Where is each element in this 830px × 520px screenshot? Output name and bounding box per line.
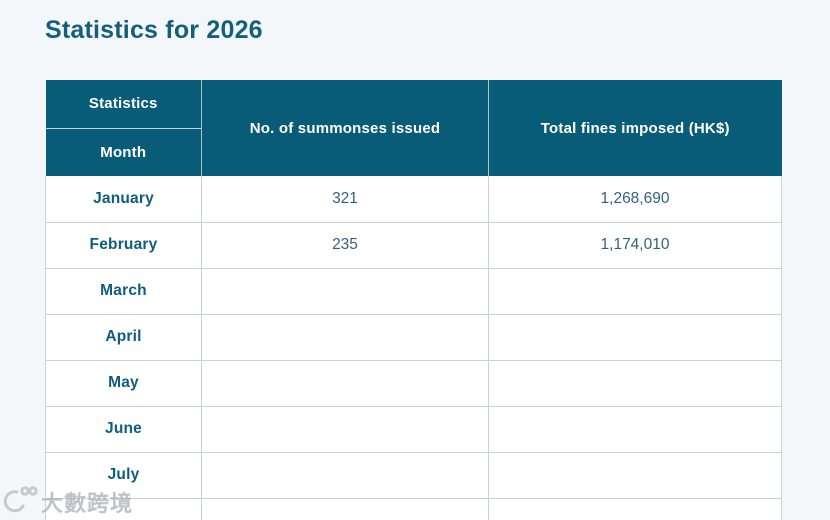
summonses-cell xyxy=(201,498,489,520)
month-cell: May xyxy=(45,360,202,407)
month-cell: July xyxy=(45,452,202,499)
fines-cell xyxy=(488,452,782,499)
summonses-cell xyxy=(201,360,489,407)
page-title: Statistics for 2026 xyxy=(45,16,263,44)
fines-cell: 1,268,690 xyxy=(488,176,782,223)
fines-cell xyxy=(488,498,782,520)
month-cell: March xyxy=(45,268,202,315)
month-cell: April xyxy=(45,314,202,361)
month-cell: January xyxy=(45,176,202,223)
corner-header-month: Month xyxy=(100,143,147,161)
month-cell: June xyxy=(45,406,202,453)
table-row: February 235 1,174,010 xyxy=(45,222,782,269)
table-row-partial xyxy=(45,498,782,520)
table-row: June xyxy=(45,406,782,453)
table-row: July xyxy=(45,452,782,499)
statistics-table: Statistics Month No. of summonses issued… xyxy=(45,80,782,520)
fines-cell xyxy=(488,360,782,407)
fines-cell xyxy=(488,406,782,453)
summonses-cell xyxy=(201,268,489,315)
summonses-cell: 321 xyxy=(201,176,489,223)
corner-header-cell: Statistics Month xyxy=(45,80,202,176)
fines-cell xyxy=(488,314,782,361)
column-header-fines: Total fines imposed (HK$) xyxy=(488,80,782,176)
month-cell: February xyxy=(45,222,202,269)
fines-cell xyxy=(488,268,782,315)
summonses-cell xyxy=(201,314,489,361)
month-cell xyxy=(45,498,202,520)
table-row: March xyxy=(45,268,782,315)
table-row: May xyxy=(45,360,782,407)
summonses-cell xyxy=(201,452,489,499)
column-header-summonses: No. of summonses issued xyxy=(201,80,489,176)
fines-cell: 1,174,010 xyxy=(488,222,782,269)
table-row: January 321 1,268,690 xyxy=(45,176,782,223)
table-header: Statistics Month No. of summonses issued… xyxy=(45,80,782,176)
table-row: April xyxy=(45,314,782,361)
summonses-cell xyxy=(201,406,489,453)
watermark-logo-icon xyxy=(3,484,39,519)
summonses-cell: 235 xyxy=(201,222,489,269)
corner-header-statistics: Statistics xyxy=(45,80,201,129)
